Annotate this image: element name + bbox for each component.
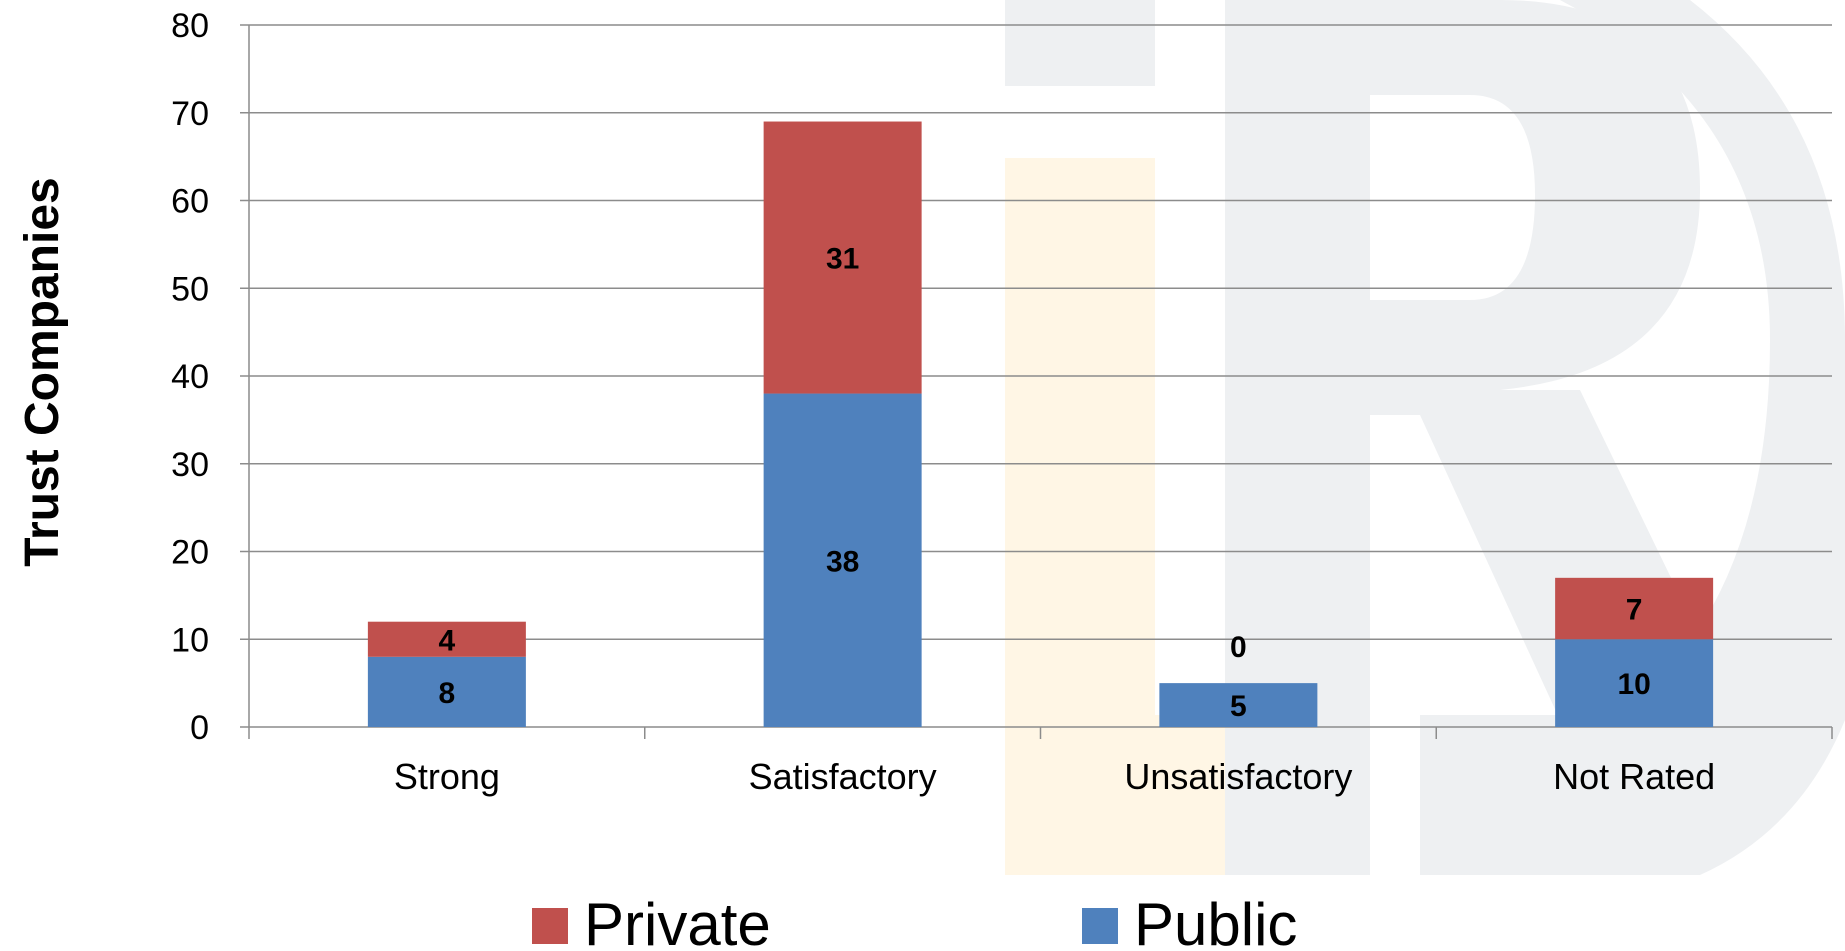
y-tick-label-70: 70 bbox=[171, 95, 209, 133]
bar-public-unsatisfactory bbox=[1159, 683, 1318, 727]
bar-public-satisfactory bbox=[763, 393, 922, 727]
data-label-private-strong: 4 bbox=[439, 624, 456, 657]
watermark-bar-orange bbox=[1005, 158, 1155, 875]
legend-label-public: Public bbox=[1134, 891, 1297, 951]
bar-public-strong bbox=[367, 656, 526, 727]
y-tick-label-10: 10 bbox=[171, 621, 209, 659]
x-category-label-not-rated: Not Rated bbox=[1553, 756, 1715, 797]
watermark-letter-d-arc bbox=[1420, 0, 1845, 875]
data-label-public-satisfactory: 38 bbox=[826, 545, 859, 578]
y-axis-label: Trust Companies bbox=[16, 177, 69, 566]
data-label-public-not-rated: 10 bbox=[1617, 668, 1650, 701]
y-tick-label-40: 40 bbox=[171, 358, 209, 396]
data-label-public-strong: 8 bbox=[439, 677, 456, 710]
bar-private-satisfactory bbox=[763, 121, 922, 394]
y-tick-label-50: 50 bbox=[171, 270, 209, 308]
data-labels: 8 4 38 31 5 0 10 7 bbox=[439, 243, 1651, 724]
legend: Private Public bbox=[532, 891, 1297, 951]
bar-private-strong bbox=[367, 621, 526, 657]
legend-label-private: Private bbox=[584, 891, 771, 951]
legend-swatch-public bbox=[1082, 908, 1118, 944]
watermark-logo bbox=[1005, 0, 1845, 875]
y-tick-label-20: 20 bbox=[171, 534, 209, 572]
bar-public-not-rated bbox=[1555, 639, 1714, 727]
bars bbox=[367, 121, 1714, 727]
grid-lines bbox=[249, 24, 1832, 640]
data-label-private-unsatisfactory: 0 bbox=[1230, 631, 1247, 664]
x-category-label-strong: Strong bbox=[394, 756, 500, 797]
y-tick-label-60: 60 bbox=[171, 183, 209, 221]
y-tick-label-0: 0 bbox=[190, 709, 209, 747]
data-label-private-not-rated: 7 bbox=[1626, 594, 1643, 627]
data-label-public-unsatisfactory: 5 bbox=[1230, 690, 1247, 723]
bar-private-not-rated bbox=[1555, 577, 1714, 640]
data-label-private-satisfactory: 31 bbox=[826, 243, 859, 276]
y-tick-label-30: 30 bbox=[171, 446, 209, 484]
x-category-label-unsatisfactory: Unsatisfactory bbox=[1124, 756, 1352, 797]
watermark-bar-gray bbox=[1005, 0, 1155, 86]
y-tick-label-80: 80 bbox=[171, 7, 209, 45]
x-category-label-satisfactory: Satisfactory bbox=[749, 756, 937, 797]
legend-swatch-private bbox=[532, 908, 568, 944]
